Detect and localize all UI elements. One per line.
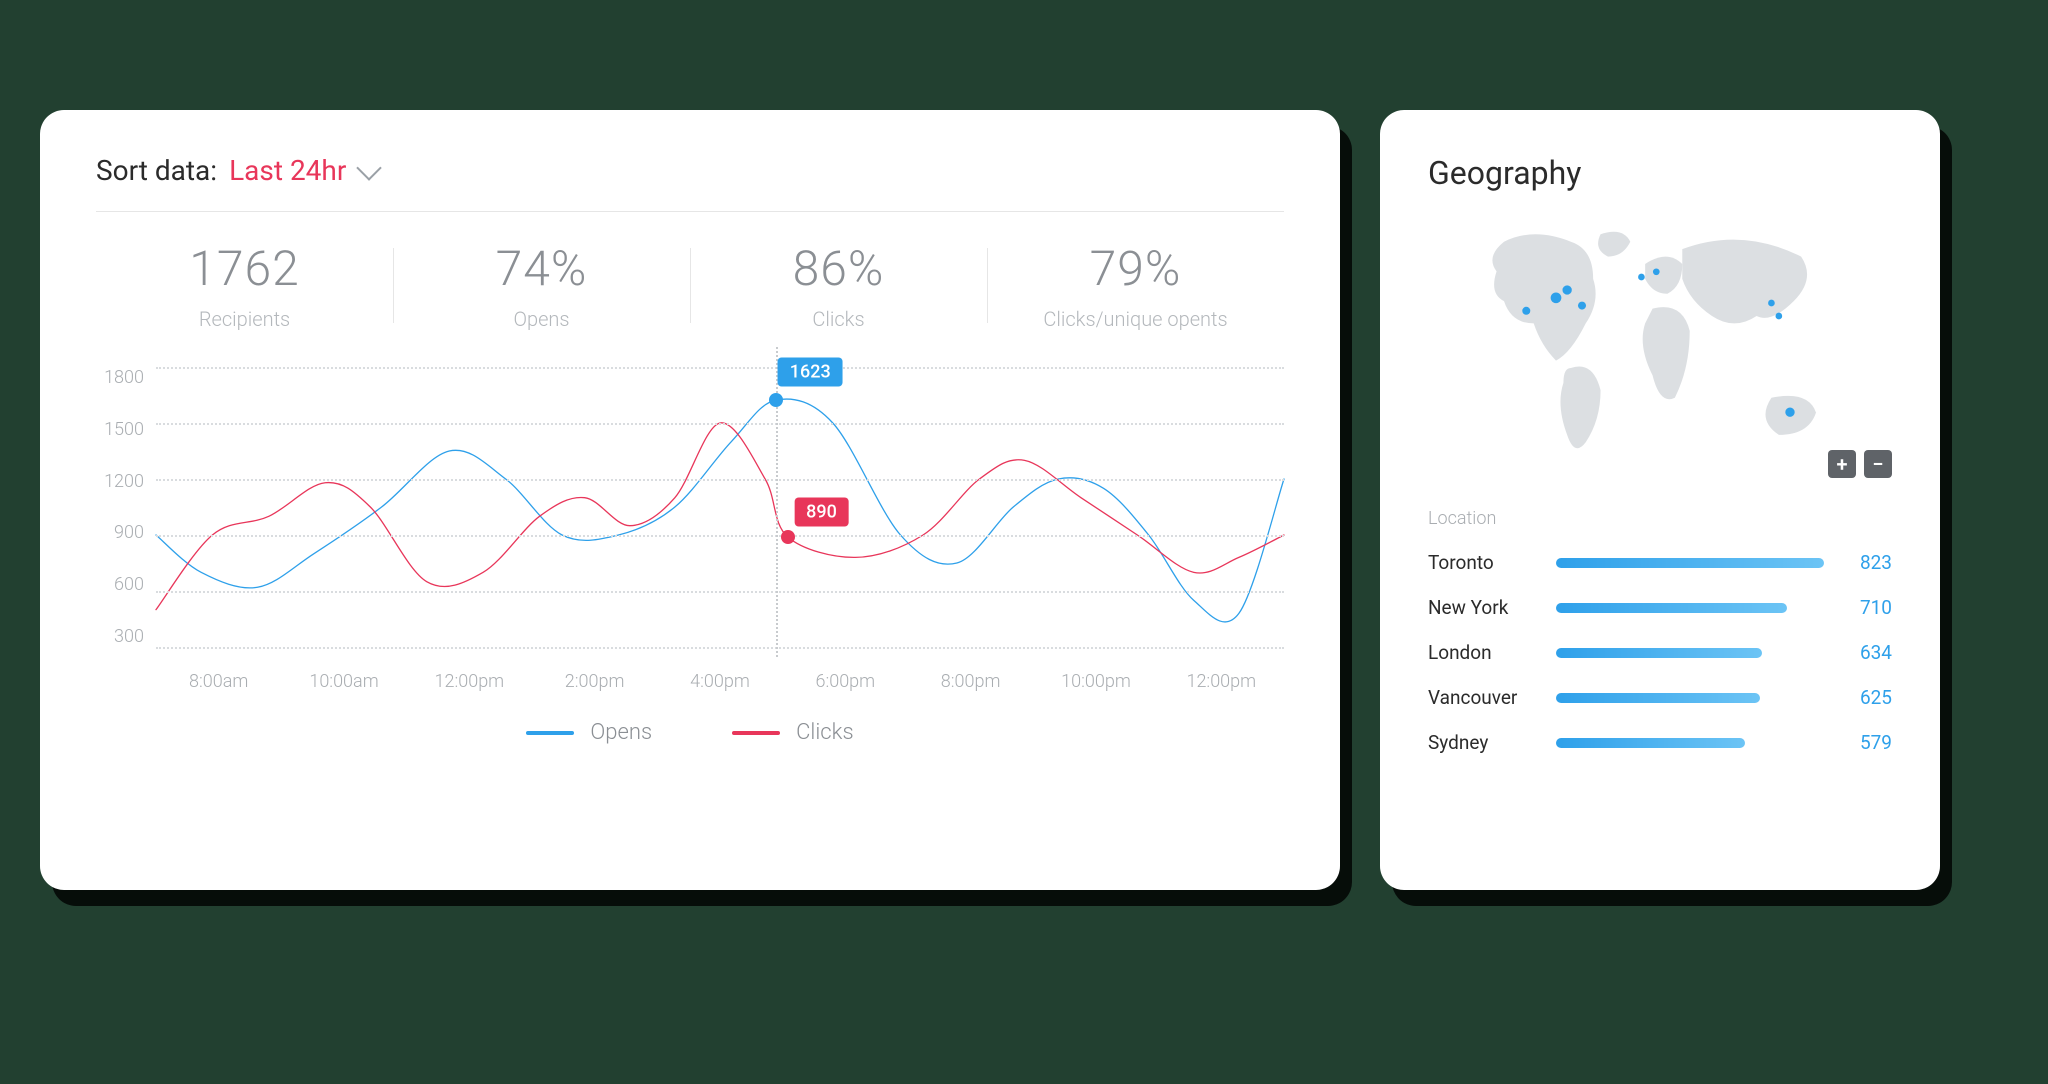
sort-value-text: Last 24hr xyxy=(229,154,346,187)
legend-swatch xyxy=(732,731,780,735)
location-value: 625 xyxy=(1842,686,1892,709)
world-map-svg xyxy=(1428,212,1892,472)
location-row: New York 710 xyxy=(1428,596,1892,619)
legend-swatch xyxy=(526,731,574,735)
stat-label: Recipients xyxy=(96,307,393,331)
chart-legend: Opens Clicks xyxy=(96,720,1284,745)
chart: 180015001200900600300 1623890 xyxy=(96,367,1284,647)
analytics-card: Sort data: Last 24hr 1762 Recipients 74%… xyxy=(40,110,1340,890)
sort-dropdown[interactable]: Last 24hr xyxy=(229,154,378,187)
legend-clicks: Clicks xyxy=(732,720,853,745)
locations-list: Toronto 823 New York 710 London 634 Vancouver 6… xyxy=(1428,551,1892,754)
stat-label: Clicks xyxy=(690,307,987,331)
stat-value: 86% xyxy=(690,240,987,297)
world-map: + − xyxy=(1428,212,1892,472)
location-value: 579 xyxy=(1842,731,1892,754)
stat-value: 1762 xyxy=(96,240,393,297)
chart-y-axis: 180015001200900600300 xyxy=(96,367,156,647)
geography-title: Geography xyxy=(1428,154,1892,192)
legend-label: Opens xyxy=(590,720,652,745)
location-name: London xyxy=(1428,641,1538,664)
stat-recipients: 1762 Recipients xyxy=(96,240,393,331)
geography-card: Geography + − Location Toronto 823 New Yor… xyxy=(1380,110,1940,890)
chart-x-axis: 8:00am10:00am12:00pm2:00pm4:00pm6:00pm8:… xyxy=(156,671,1284,692)
locations-header: Location xyxy=(1428,508,1892,529)
stats-row: 1762 Recipients 74% Opens 86% Clicks 79%… xyxy=(96,240,1284,331)
location-bar xyxy=(1556,738,1824,748)
map-zoom-controls: + − xyxy=(1828,450,1892,478)
location-bar xyxy=(1556,693,1824,703)
location-value: 823 xyxy=(1842,551,1892,574)
location-name: Toronto xyxy=(1428,551,1538,574)
location-bar xyxy=(1556,603,1824,613)
legend-label: Clicks xyxy=(796,720,853,745)
zoom-in-button[interactable]: + xyxy=(1828,450,1856,478)
location-name: New York xyxy=(1428,596,1538,619)
location-value: 634 xyxy=(1842,641,1892,664)
location-row: London 634 xyxy=(1428,641,1892,664)
location-name: Sydney xyxy=(1428,731,1538,754)
location-row: Toronto 823 xyxy=(1428,551,1892,574)
legend-opens: Opens xyxy=(526,720,652,745)
sort-row: Sort data: Last 24hr xyxy=(96,154,1284,212)
chart-plot: 1623890 xyxy=(156,367,1284,647)
location-value: 710 xyxy=(1842,596,1892,619)
stat-unique: 79% Clicks/unique opents xyxy=(987,240,1284,331)
location-bar xyxy=(1556,558,1824,568)
stat-label: Clicks/unique opents xyxy=(987,307,1284,331)
stat-clicks: 86% Clicks xyxy=(690,240,987,331)
location-bar xyxy=(1556,648,1824,658)
stat-opens: 74% Opens xyxy=(393,240,690,331)
stat-value: 74% xyxy=(393,240,690,297)
location-name: Vancouver xyxy=(1428,686,1538,709)
chevron-down-icon xyxy=(357,155,382,180)
zoom-out-button[interactable]: − xyxy=(1864,450,1892,478)
stat-label: Opens xyxy=(393,307,690,331)
sort-label: Sort data: xyxy=(96,154,217,187)
location-row: Vancouver 625 xyxy=(1428,686,1892,709)
chart-svg xyxy=(156,367,1284,647)
location-row: Sydney 579 xyxy=(1428,731,1892,754)
stat-value: 79% xyxy=(987,240,1284,297)
